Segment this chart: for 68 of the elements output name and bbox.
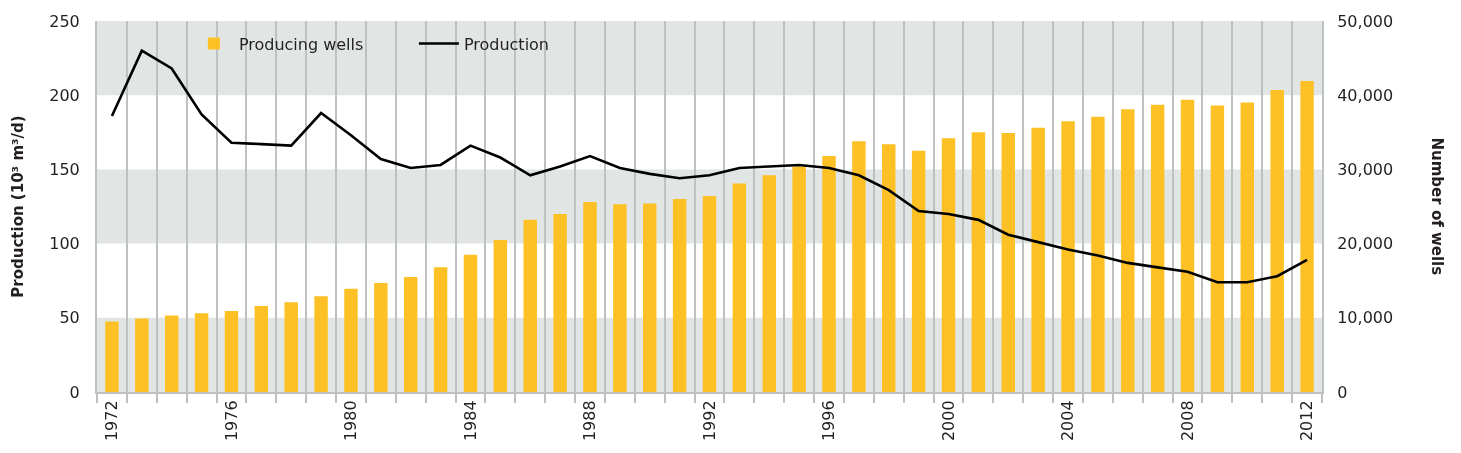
bar	[1210, 105, 1225, 392]
bar	[1180, 99, 1195, 392]
x-tick-label: 1996	[819, 400, 839, 442]
bar	[433, 267, 448, 392]
y-tick-label: 250	[49, 11, 80, 31]
bar	[224, 311, 239, 392]
bar	[613, 204, 627, 392]
y2-tick-label: 50,000	[1337, 11, 1394, 31]
bar	[702, 196, 717, 392]
bar	[1121, 109, 1135, 392]
y2-axis-title: Number of wells	[1427, 137, 1446, 276]
bar	[1300, 81, 1314, 392]
y-tick-label: 100	[49, 234, 80, 254]
x-tick-label: 1988	[580, 400, 600, 442]
bar	[792, 166, 806, 392]
bar	[105, 321, 119, 392]
y-axis-title: Production (10³ m³/d)	[9, 115, 27, 298]
x-tick-label: 2012	[1297, 400, 1317, 442]
bar	[523, 219, 537, 392]
bar	[583, 202, 597, 392]
y-tick-label: 0	[69, 382, 80, 402]
y2-tick-label: 0	[1337, 382, 1348, 402]
bar	[553, 213, 567, 392]
bar	[135, 318, 149, 392]
bar	[374, 282, 388, 392]
y-tick-label: 150	[49, 160, 80, 179]
x-tick-label: 1976	[221, 400, 241, 442]
bar	[643, 203, 657, 392]
bar	[1001, 133, 1015, 392]
bar	[344, 288, 358, 392]
y-tick-label: 200	[49, 85, 80, 105]
bar	[194, 313, 209, 392]
y2-tick-label: 10,000	[1337, 308, 1394, 328]
bar	[1150, 104, 1165, 392]
bar	[463, 254, 478, 392]
bar	[164, 315, 179, 392]
x-tick-label: 1972	[102, 400, 122, 442]
x-tick-label: 1992	[699, 400, 719, 442]
x-tick-label: 1980	[341, 400, 361, 442]
x-tick-label: 2000	[938, 400, 958, 442]
bar	[314, 296, 328, 392]
bar	[672, 199, 687, 392]
bar	[1270, 90, 1284, 392]
bar	[254, 305, 269, 392]
bar	[284, 302, 298, 392]
bar	[971, 132, 986, 392]
bar	[1240, 102, 1255, 392]
bar	[1091, 116, 1105, 392]
legend-label: Producing wells	[238, 34, 364, 54]
y2-tick-label: 40,000	[1337, 85, 1394, 105]
bar	[1061, 121, 1075, 392]
y2-tick-label: 30,000	[1337, 160, 1394, 179]
y2-tick-label: 20,000	[1337, 234, 1394, 254]
y-tick-label: 50	[59, 308, 80, 328]
bar	[822, 156, 836, 392]
bar	[732, 183, 747, 392]
bar	[762, 175, 776, 392]
bar	[493, 239, 508, 392]
legend-label: Production	[463, 34, 549, 54]
bar	[404, 276, 418, 392]
bar	[1031, 127, 1045, 392]
x-tick-label: 2008	[1177, 400, 1197, 442]
x-tick-label: 1984	[460, 400, 480, 442]
bar	[852, 141, 866, 392]
bar	[882, 144, 896, 392]
bar	[941, 138, 956, 392]
bar	[911, 150, 926, 392]
x-tick-label: 2004	[1058, 400, 1078, 442]
